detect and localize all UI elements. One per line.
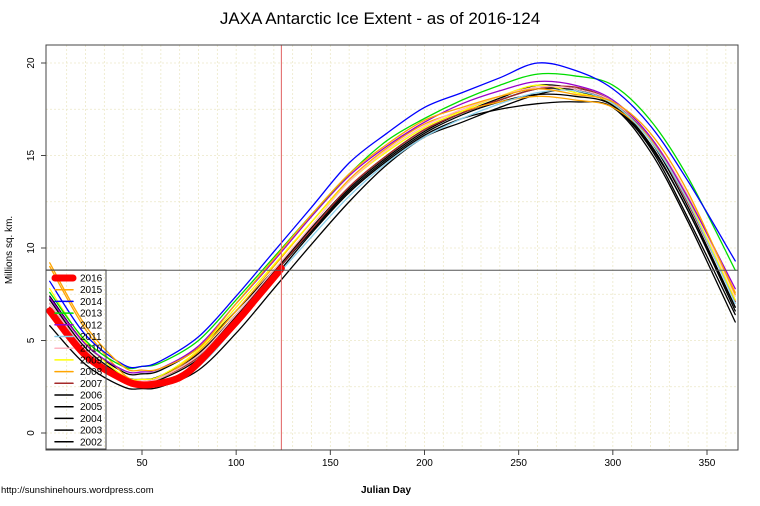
series-line-2006 — [49, 84, 736, 376]
markers — [46, 45, 738, 450]
source-url[interactable]: http://sunshinehours.wordpress.com — [1, 485, 154, 496]
series-line-2007 — [49, 85, 736, 382]
x-axis-label: Julian Day — [361, 485, 411, 496]
y-tick-label: 10 — [26, 242, 37, 254]
legend-label-2005: 2005 — [80, 402, 103, 413]
series-line-2012 — [49, 80, 736, 374]
legend: 2016201520142013201220112010200920082007… — [45, 269, 107, 450]
x-tick-label: 250 — [510, 458, 527, 469]
legend-label-2015: 2015 — [80, 285, 103, 296]
series-lines — [46, 62, 736, 390]
x-tick-label: 200 — [416, 458, 433, 469]
series-line-2008 — [49, 95, 736, 383]
series-line-2002 — [49, 88, 736, 390]
axes: 50 100 150 200 250 300 350 0 5 10 15 20 — [26, 57, 716, 469]
legend-label-2012: 2012 — [80, 320, 103, 331]
series-line-2011 — [49, 89, 736, 388]
series-line-2014 — [49, 62, 736, 369]
legend-label-2013: 2013 — [80, 309, 103, 320]
grid — [46, 45, 738, 450]
series-line-2010 — [49, 85, 736, 383]
legend-label-2004: 2004 — [80, 414, 103, 425]
y-tick-label: 20 — [26, 57, 37, 69]
legend-box — [45, 269, 107, 450]
x-tick-label: 50 — [136, 458, 148, 469]
series-line-2005 — [49, 87, 736, 381]
legend-label-2011: 2011 — [80, 332, 102, 343]
y-tick-label: 5 — [26, 337, 37, 343]
legend-label-2016: 2016 — [80, 274, 103, 285]
legend-label-2007: 2007 — [80, 379, 103, 390]
legend-label-2008: 2008 — [80, 367, 103, 378]
x-tick-label: 100 — [228, 458, 245, 469]
legend-label-2006: 2006 — [80, 391, 103, 402]
x-tick-label: 350 — [699, 458, 716, 469]
legend-label-2003: 2003 — [80, 426, 103, 437]
chart-title: JAXA Antarctic Ice Extent - as of 2016-1… — [220, 9, 540, 28]
series-line-2015 — [49, 88, 736, 372]
legend-label-2009: 2009 — [80, 355, 103, 366]
y-axis-label: Millions sq. km. — [4, 216, 15, 284]
series-line-2016 — [46, 264, 285, 389]
x-tick-label: 150 — [322, 458, 339, 469]
legend-label-2002: 2002 — [80, 437, 103, 448]
legend-label-2010: 2010 — [80, 344, 103, 355]
y-tick-label: 15 — [26, 150, 37, 162]
y-tick-label: 0 — [26, 430, 37, 436]
x-tick-label: 300 — [604, 458, 621, 469]
legend-label-2014: 2014 — [80, 297, 103, 308]
